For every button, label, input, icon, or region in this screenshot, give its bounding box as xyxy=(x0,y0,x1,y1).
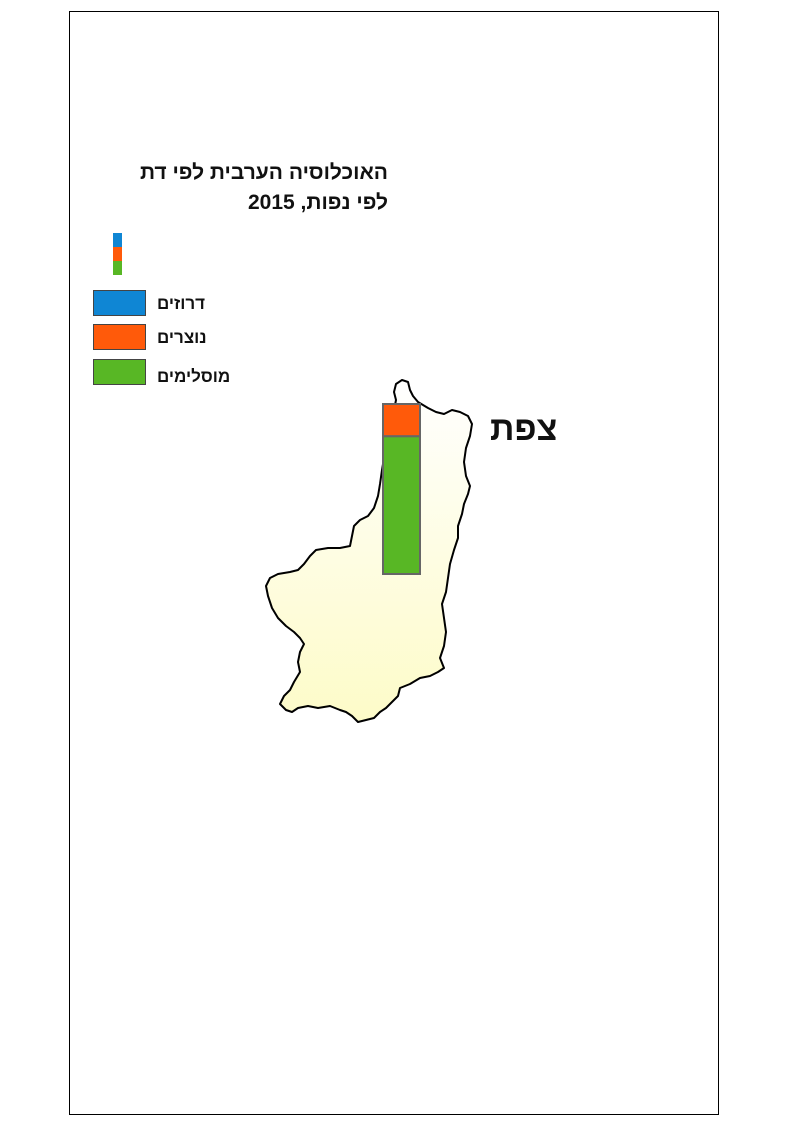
bar-segment-christian xyxy=(382,403,421,438)
district-label-safed: צפת xyxy=(490,410,558,448)
map-frame xyxy=(69,11,719,1115)
mini-bar-christian xyxy=(113,247,122,261)
mini-bar-muslim xyxy=(113,261,122,275)
legend-label-muslim: מוסלימים xyxy=(157,367,231,386)
legend-swatch-muslim xyxy=(93,359,146,385)
legend-swatch-christian xyxy=(93,324,146,350)
mini-bar-druze xyxy=(113,233,122,247)
map-title: האוכלוסיה הערבית לפי דת לפי נפות, 2015 xyxy=(88,158,388,218)
bar-segment-muslim xyxy=(382,435,421,575)
title-line-2: לפי נפות, 2015 xyxy=(248,191,388,214)
legend-mini-bar xyxy=(113,233,122,275)
legend-label-druze: דרוזים xyxy=(157,294,206,313)
legend-swatch-druze xyxy=(93,290,146,316)
title-line-1: האוכלוסיה הערבית לפי דת xyxy=(139,161,388,184)
district-bar-group xyxy=(382,403,421,575)
legend-label-christian: נוצרים xyxy=(157,328,207,347)
safed-district-shape xyxy=(265,379,473,723)
